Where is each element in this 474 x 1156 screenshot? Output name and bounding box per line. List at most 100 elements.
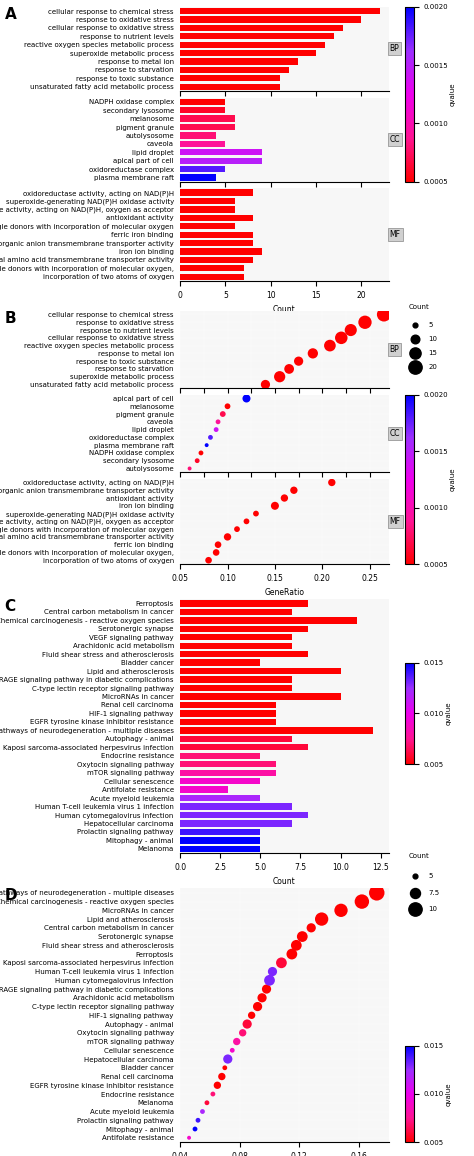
Bar (180, 786, 228, 793)
Bar (180, 710, 276, 717)
Point (269, 962, 276, 980)
Point (239, 1023, 246, 1042)
Bar (180, 231, 253, 238)
Bar (180, 206, 235, 213)
Point (233, 520, 241, 539)
Bar (180, 98, 226, 105)
Point (214, 413, 222, 431)
Point (214, 1076, 221, 1095)
Bar (180, 198, 235, 205)
Bar (180, 795, 260, 801)
Bar (180, 676, 292, 683)
Bar (180, 175, 217, 180)
Point (243, 1015, 251, 1033)
Point (308, 919, 315, 938)
Bar (180, 694, 340, 699)
Point (248, 1006, 255, 1024)
Point (207, 428, 214, 446)
Point (361, 313, 369, 332)
Bar (180, 223, 235, 229)
Point (278, 954, 285, 972)
Text: BP: BP (390, 44, 400, 53)
Bar (180, 735, 292, 742)
Bar (180, 157, 262, 164)
Text: CC: CC (390, 429, 400, 438)
Point (197, 444, 205, 462)
Bar (180, 24, 343, 31)
Text: BP: BP (390, 344, 400, 354)
Point (326, 336, 334, 355)
Point (209, 1084, 217, 1103)
Y-axis label: qvalue: qvalue (450, 468, 456, 491)
Point (224, 527, 231, 546)
Point (228, 1042, 236, 1060)
Point (203, 436, 210, 454)
Bar (180, 67, 289, 73)
Text: 5: 5 (428, 321, 433, 328)
Point (243, 512, 250, 531)
Point (212, 421, 220, 439)
Bar (180, 684, 292, 691)
Text: 5: 5 (428, 873, 433, 879)
Text: 15: 15 (428, 350, 438, 356)
Point (276, 368, 283, 386)
Bar (180, 668, 340, 674)
Point (224, 1050, 232, 1068)
Point (288, 944, 296, 963)
Point (191, 1120, 199, 1139)
Bar (180, 600, 309, 607)
Bar (180, 149, 262, 155)
X-axis label: GeneRatio: GeneRatio (264, 588, 304, 598)
Bar (180, 83, 280, 90)
Bar (180, 8, 380, 14)
Bar (180, 719, 276, 725)
Bar (180, 702, 276, 709)
Text: D: D (5, 889, 18, 904)
Text: 7.5: 7.5 (428, 890, 440, 896)
Bar (180, 837, 260, 844)
Point (373, 883, 381, 902)
Point (281, 489, 288, 507)
Point (263, 980, 270, 999)
Point (295, 351, 302, 370)
Point (290, 481, 298, 499)
Bar (180, 34, 334, 39)
Bar (180, 58, 298, 65)
Point (212, 543, 220, 562)
Point (243, 390, 250, 408)
Text: 10: 10 (428, 336, 438, 342)
Text: A: A (5, 7, 17, 22)
Bar (180, 821, 292, 827)
Y-axis label: qvalue: qvalue (445, 1082, 451, 1105)
Bar (180, 651, 309, 658)
Text: Count: Count (408, 304, 429, 310)
X-axis label: Count: Count (273, 877, 296, 887)
Point (252, 504, 260, 523)
Bar (180, 265, 244, 272)
Bar (180, 727, 373, 734)
Point (328, 473, 336, 491)
Bar (180, 190, 253, 195)
Point (218, 1067, 226, 1085)
Bar (180, 803, 292, 809)
Point (309, 344, 317, 363)
Bar (180, 42, 325, 47)
Bar (180, 141, 226, 147)
Point (292, 936, 300, 955)
Bar (180, 778, 260, 785)
Point (224, 397, 231, 415)
Point (185, 1128, 193, 1147)
Y-axis label: qvalue: qvalue (450, 82, 456, 106)
Bar (180, 50, 316, 57)
Point (205, 551, 212, 570)
Point (258, 988, 266, 1007)
Point (262, 376, 269, 394)
Bar (180, 753, 260, 759)
Bar (180, 770, 276, 776)
Text: 10: 10 (428, 906, 438, 912)
Point (318, 910, 326, 928)
Bar (180, 635, 292, 640)
Point (194, 1111, 202, 1129)
Point (285, 360, 293, 378)
Point (219, 405, 227, 423)
